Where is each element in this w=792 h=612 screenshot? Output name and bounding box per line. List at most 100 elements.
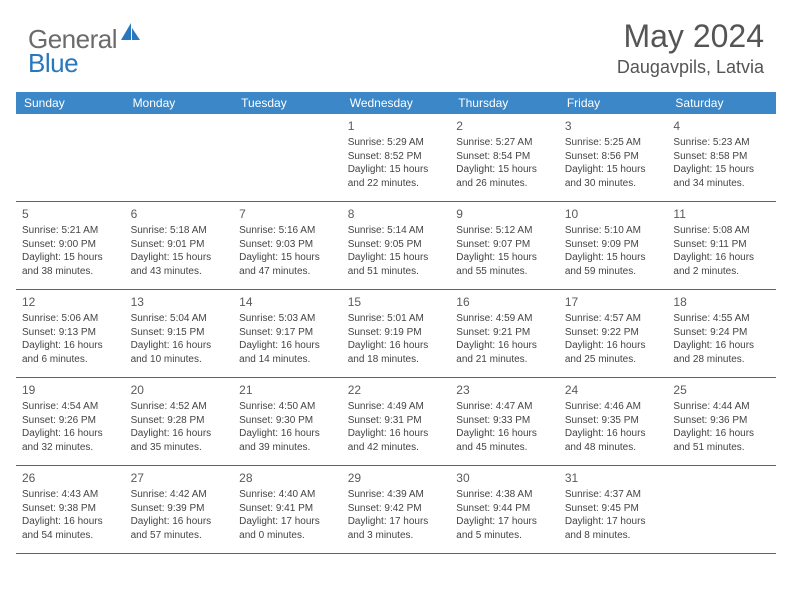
week-row: 19Sunrise: 4:54 AMSunset: 9:26 PMDayligh… [16, 378, 776, 466]
daylight-line: Daylight: 17 hours and 0 minutes. [239, 515, 336, 542]
sunset-line: Sunset: 9:11 PM [673, 238, 770, 252]
day-cell: 5Sunrise: 5:21 AMSunset: 9:00 PMDaylight… [16, 202, 125, 289]
daylight-line: Daylight: 16 hours and 21 minutes. [456, 339, 553, 366]
sunrise-line: Sunrise: 5:25 AM [565, 136, 662, 150]
daylight-line: Daylight: 15 hours and 22 minutes. [348, 163, 445, 190]
sunrise-line: Sunrise: 4:43 AM [22, 488, 119, 502]
sunset-line: Sunset: 9:00 PM [22, 238, 119, 252]
sunrise-line: Sunrise: 5:12 AM [456, 224, 553, 238]
day-number: 5 [22, 206, 119, 222]
sunset-line: Sunset: 9:42 PM [348, 502, 445, 516]
day-number: 25 [673, 382, 770, 398]
day-cell: 14Sunrise: 5:03 AMSunset: 9:17 PMDayligh… [233, 290, 342, 377]
day-cell: 15Sunrise: 5:01 AMSunset: 9:19 PMDayligh… [342, 290, 451, 377]
day-number: 4 [673, 118, 770, 134]
sunrise-line: Sunrise: 4:39 AM [348, 488, 445, 502]
sunrise-line: Sunrise: 4:42 AM [131, 488, 228, 502]
day-number: 27 [131, 470, 228, 486]
day-number: 17 [565, 294, 662, 310]
daylight-line: Daylight: 16 hours and 6 minutes. [22, 339, 119, 366]
sail-icon [120, 22, 142, 47]
sunrise-line: Sunrise: 5:23 AM [673, 136, 770, 150]
day-number: 16 [456, 294, 553, 310]
logo-text-blue: Blue [28, 48, 78, 78]
day-number: 26 [22, 470, 119, 486]
day-cell [125, 114, 234, 201]
daylight-line: Daylight: 16 hours and 39 minutes. [239, 427, 336, 454]
day-cell: 18Sunrise: 4:55 AMSunset: 9:24 PMDayligh… [667, 290, 776, 377]
sunset-line: Sunset: 9:22 PM [565, 326, 662, 340]
sunrise-line: Sunrise: 5:14 AM [348, 224, 445, 238]
sunset-line: Sunset: 9:01 PM [131, 238, 228, 252]
daylight-line: Daylight: 16 hours and 28 minutes. [673, 339, 770, 366]
daylight-line: Daylight: 16 hours and 57 minutes. [131, 515, 228, 542]
daylight-line: Daylight: 15 hours and 38 minutes. [22, 251, 119, 278]
sunrise-line: Sunrise: 4:55 AM [673, 312, 770, 326]
sunset-line: Sunset: 9:28 PM [131, 414, 228, 428]
day-number: 23 [456, 382, 553, 398]
day-number: 1 [348, 118, 445, 134]
day-cell: 25Sunrise: 4:44 AMSunset: 9:36 PMDayligh… [667, 378, 776, 465]
daylight-line: Daylight: 16 hours and 51 minutes. [673, 427, 770, 454]
sunset-line: Sunset: 9:15 PM [131, 326, 228, 340]
sunrise-line: Sunrise: 4:49 AM [348, 400, 445, 414]
dow-monday: Monday [125, 92, 234, 114]
daylight-line: Daylight: 16 hours and 18 minutes. [348, 339, 445, 366]
sunset-line: Sunset: 9:31 PM [348, 414, 445, 428]
day-number: 24 [565, 382, 662, 398]
sunset-line: Sunset: 9:03 PM [239, 238, 336, 252]
day-number: 12 [22, 294, 119, 310]
day-cell: 23Sunrise: 4:47 AMSunset: 9:33 PMDayligh… [450, 378, 559, 465]
day-cell [233, 114, 342, 201]
sunrise-line: Sunrise: 5:16 AM [239, 224, 336, 238]
dow-tuesday: Tuesday [233, 92, 342, 114]
location: Daugavpils, Latvia [617, 57, 764, 78]
week-row: 1Sunrise: 5:29 AMSunset: 8:52 PMDaylight… [16, 114, 776, 202]
sunset-line: Sunset: 9:24 PM [673, 326, 770, 340]
day-number: 21 [239, 382, 336, 398]
day-number: 20 [131, 382, 228, 398]
day-cell: 29Sunrise: 4:39 AMSunset: 9:42 PMDayligh… [342, 466, 451, 553]
daylight-line: Daylight: 16 hours and 54 minutes. [22, 515, 119, 542]
page-title: May 2024 [617, 18, 764, 55]
sunset-line: Sunset: 9:38 PM [22, 502, 119, 516]
sunset-line: Sunset: 8:54 PM [456, 150, 553, 164]
sunrise-line: Sunrise: 5:27 AM [456, 136, 553, 150]
sunset-line: Sunset: 9:44 PM [456, 502, 553, 516]
dow-friday: Friday [559, 92, 668, 114]
day-cell: 6Sunrise: 5:18 AMSunset: 9:01 PMDaylight… [125, 202, 234, 289]
day-cell [667, 466, 776, 553]
daylight-line: Daylight: 15 hours and 51 minutes. [348, 251, 445, 278]
day-number: 29 [348, 470, 445, 486]
day-cell: 17Sunrise: 4:57 AMSunset: 9:22 PMDayligh… [559, 290, 668, 377]
day-number: 30 [456, 470, 553, 486]
sunset-line: Sunset: 9:30 PM [239, 414, 336, 428]
sunset-line: Sunset: 9:39 PM [131, 502, 228, 516]
day-cell: 21Sunrise: 4:50 AMSunset: 9:30 PMDayligh… [233, 378, 342, 465]
week-row: 26Sunrise: 4:43 AMSunset: 9:38 PMDayligh… [16, 466, 776, 554]
sunrise-line: Sunrise: 4:52 AM [131, 400, 228, 414]
day-number: 31 [565, 470, 662, 486]
daylight-line: Daylight: 15 hours and 59 minutes. [565, 251, 662, 278]
dow-sunday: Sunday [16, 92, 125, 114]
sunset-line: Sunset: 9:36 PM [673, 414, 770, 428]
sunset-line: Sunset: 9:17 PM [239, 326, 336, 340]
day-number: 15 [348, 294, 445, 310]
day-number: 2 [456, 118, 553, 134]
sunrise-line: Sunrise: 5:10 AM [565, 224, 662, 238]
sunset-line: Sunset: 8:56 PM [565, 150, 662, 164]
day-cell: 28Sunrise: 4:40 AMSunset: 9:41 PMDayligh… [233, 466, 342, 553]
sunset-line: Sunset: 9:09 PM [565, 238, 662, 252]
daylight-line: Daylight: 16 hours and 10 minutes. [131, 339, 228, 366]
sunset-line: Sunset: 9:05 PM [348, 238, 445, 252]
sunrise-line: Sunrise: 5:03 AM [239, 312, 336, 326]
header: General May 2024 Daugavpils, Latvia [0, 0, 792, 86]
day-cell: 4Sunrise: 5:23 AMSunset: 8:58 PMDaylight… [667, 114, 776, 201]
sunrise-line: Sunrise: 4:54 AM [22, 400, 119, 414]
daylight-line: Daylight: 16 hours and 14 minutes. [239, 339, 336, 366]
sunrise-line: Sunrise: 5:01 AM [348, 312, 445, 326]
sunrise-line: Sunrise: 5:18 AM [131, 224, 228, 238]
day-number: 19 [22, 382, 119, 398]
day-cell: 7Sunrise: 5:16 AMSunset: 9:03 PMDaylight… [233, 202, 342, 289]
day-cell: 20Sunrise: 4:52 AMSunset: 9:28 PMDayligh… [125, 378, 234, 465]
